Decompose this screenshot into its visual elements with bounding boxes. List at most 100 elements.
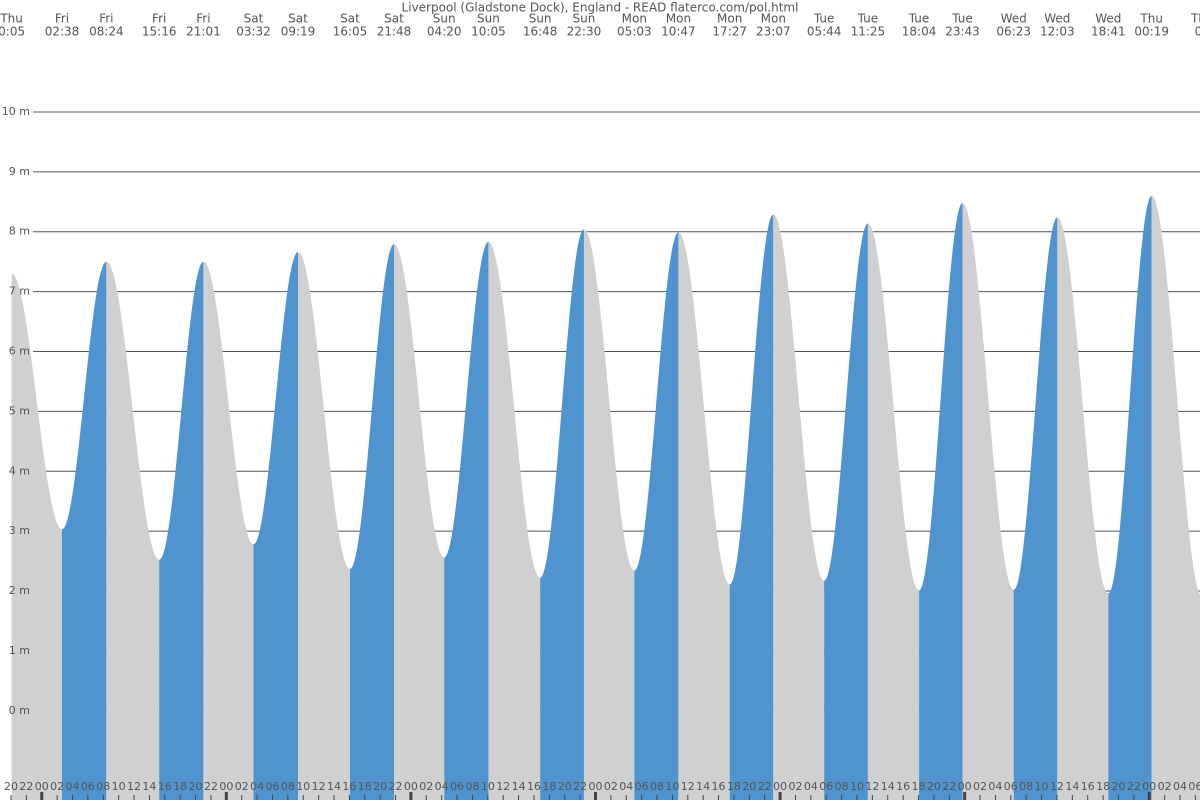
x-tick-label: 02 [1158, 780, 1172, 793]
falling-tide [773, 214, 825, 800]
event-day: Thu [1139, 12, 1163, 26]
x-tick-label: 10 [665, 780, 679, 793]
event-time: 15:16 [142, 25, 177, 39]
rising-tide [350, 244, 394, 800]
event-time: 10:47 [661, 25, 696, 39]
x-tick-label: 04 [988, 780, 1002, 793]
x-tick-label: 18 [358, 780, 372, 793]
event-time: 16:05 [333, 25, 368, 39]
event-day: Wed [1095, 12, 1121, 26]
x-tick-label: 00 [589, 780, 603, 793]
event-time: 17:27 [712, 25, 747, 39]
rising-tide [824, 223, 868, 800]
event-day: Mon [717, 12, 742, 26]
y-tick-label: 6 m [9, 344, 30, 357]
y-tick-label: 3 m [9, 524, 30, 537]
event-day: Sun [573, 12, 596, 26]
y-tick-label: 0 m [9, 704, 30, 717]
falling-tide [11, 273, 62, 800]
y-tick-label: 9 m [9, 165, 30, 178]
x-tick-label: 20 [558, 780, 572, 793]
y-tick-label: 8 m [9, 225, 30, 238]
x-tick-label: 10 [481, 780, 495, 793]
x-tick-label: 06 [1188, 780, 1200, 793]
x-tick-label: 22 [204, 780, 218, 793]
x-tick-label: 22 [573, 780, 587, 793]
x-tick-label: 02 [788, 780, 802, 793]
x-tick-label: 14 [696, 780, 710, 793]
x-tick-label: 16 [896, 780, 910, 793]
x-tick-label: 00 [958, 780, 972, 793]
event-time: 23:07 [756, 25, 791, 39]
event-time: 06:23 [996, 25, 1031, 39]
x-tick-label: 10 [296, 780, 310, 793]
y-tick-label: 1 m [9, 644, 30, 657]
y-tick-label: 4 m [9, 464, 30, 477]
x-tick-label: 20 [927, 780, 941, 793]
x-tick-label: 00 [35, 780, 49, 793]
x-tick-label: 02 [604, 780, 618, 793]
event-time: 18:04 [902, 25, 937, 39]
x-tick-label: 18 [173, 780, 187, 793]
x-tick-label: 20 [189, 780, 203, 793]
rising-tide [1013, 217, 1058, 800]
event-time: 11:25 [851, 25, 886, 39]
x-tick-label: 06 [450, 780, 464, 793]
event-time: 03:32 [236, 25, 271, 39]
event-time: 02:38 [45, 25, 80, 39]
falling-tide [962, 202, 1014, 800]
x-tick-label: 08 [465, 780, 479, 793]
event-time: 12:03 [1040, 25, 1075, 39]
x-tick-label: 08 [1019, 780, 1033, 793]
chart-title: Liverpool (Gladstone Dock), England - RE… [402, 1, 799, 15]
event-day: Wed [1044, 12, 1070, 26]
event-day: Sat [288, 12, 308, 26]
x-tick-label: 04 [435, 780, 449, 793]
event-day: Fri [55, 12, 69, 26]
event-day: Tue [951, 12, 973, 26]
rising-tide [540, 229, 584, 800]
x-tick-label: 16 [712, 780, 726, 793]
x-tick-label: 12 [865, 780, 879, 793]
event-time: 18:41 [1091, 25, 1126, 39]
x-tick-label: 04 [804, 780, 818, 793]
event-time: 22:30 [567, 25, 602, 39]
falling-tide [1057, 217, 1109, 800]
x-tick-label: 18 [727, 780, 741, 793]
event-day: Mon [622, 12, 647, 26]
x-tick-label: 10 [112, 780, 126, 793]
rising-tide [1108, 195, 1152, 800]
event-time: 05:44 [807, 25, 842, 39]
rising-tide [444, 241, 489, 800]
x-tick-label: 02 [419, 780, 433, 793]
falling-tide [298, 252, 351, 800]
x-tick-label: 06 [635, 780, 649, 793]
x-tick-label: 14 [512, 780, 526, 793]
x-tick-label: 18 [912, 780, 926, 793]
x-tick-label: 22 [758, 780, 772, 793]
x-tick-label: 22 [942, 780, 956, 793]
x-tick-label: 20 [373, 780, 387, 793]
event-time: 21:01 [186, 25, 221, 39]
x-tick-label: 04 [619, 780, 633, 793]
x-tick-label: 02 [973, 780, 987, 793]
rising-tide [729, 214, 774, 800]
x-tick-label: 12 [1050, 780, 1064, 793]
event-time: 0:05 [0, 25, 25, 39]
x-tick-label: 00 [404, 780, 418, 793]
event-time: 08:24 [89, 25, 124, 39]
falling-tide [583, 229, 635, 800]
event-day: Thu [1190, 12, 1200, 26]
x-tick-label: 08 [650, 780, 664, 793]
falling-tide [394, 244, 445, 800]
x-tick-label: 18 [542, 780, 556, 793]
event-time: 00:19 [1134, 25, 1169, 39]
x-tick-label: 14 [1065, 780, 1079, 793]
x-tick-label: 16 [527, 780, 541, 793]
event-day: Mon [761, 12, 786, 26]
x-tick-label: 12 [496, 780, 510, 793]
x-tick-label: 16 [1081, 780, 1095, 793]
y-tick-label: 5 m [9, 404, 30, 417]
event-day: Sun [477, 12, 500, 26]
event-day: Tue [857, 12, 879, 26]
